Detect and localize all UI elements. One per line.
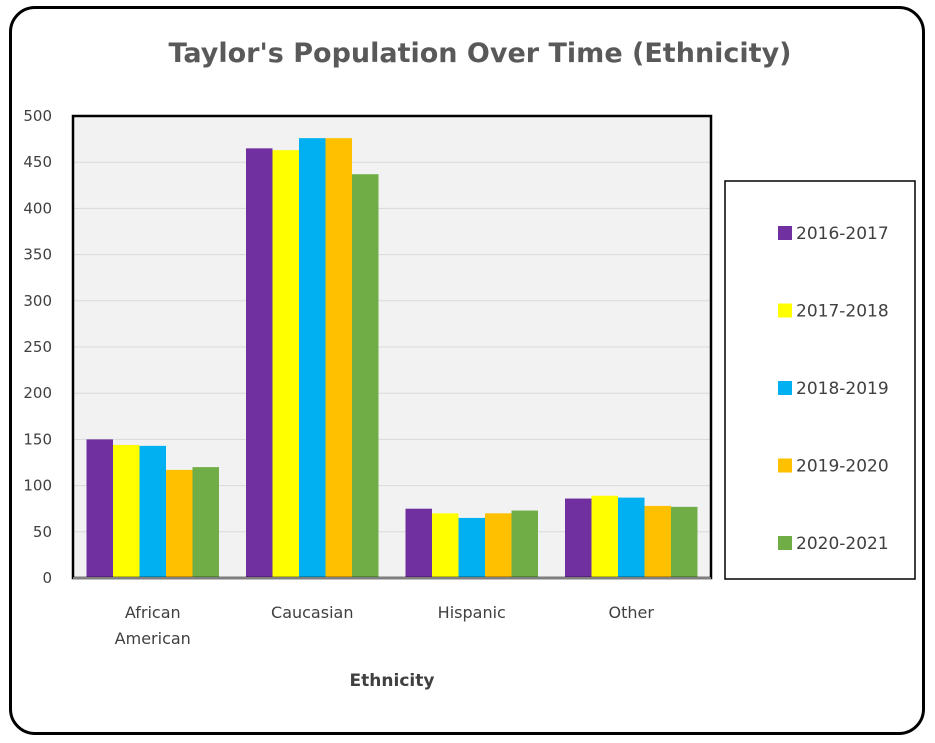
legend-swatch: [778, 303, 792, 318]
bar-2019-2020-african-american: [166, 469, 193, 578]
legend-swatch: [778, 381, 792, 395]
legend-label: 2019-2020: [796, 457, 889, 477]
y-tick-label: 200: [23, 384, 52, 402]
plot-area: [71, 114, 713, 580]
bar-2020-2021-caucasian: [352, 174, 379, 578]
bar-2017-2018-hispanic: [432, 513, 459, 578]
bar-2016-2017-african-american: [86, 439, 113, 578]
bar-2019-2020-caucasian: [325, 138, 352, 578]
legend: 2016-2017 2017-2018 2018-2019 2019-2020 2020…: [724, 180, 916, 580]
x-category-label: Other: [609, 603, 655, 622]
legend-swatch: [778, 536, 792, 550]
bar-2020-2021-african-american: [192, 467, 219, 578]
bar-2018-2019-other: [618, 497, 645, 578]
legend-swatch: [778, 458, 792, 473]
y-tick-label: 450: [23, 153, 52, 171]
bar-2019-2020-other: [644, 505, 671, 578]
y-tick-label: 150: [23, 430, 52, 448]
bar-2020-2021-other: [671, 506, 698, 578]
x-category-label: American: [115, 629, 191, 648]
y-axis-ticks: 0 50 100 150 200 250 300 350 400 450 500: [23, 107, 52, 587]
bar-2017-2018-caucasian: [272, 150, 299, 579]
bar-2017-2018-african-american: [113, 444, 140, 578]
legend-label: 2017-2018: [796, 302, 889, 322]
legend-label: 2016-2017: [796, 224, 889, 244]
bar-2016-2017-caucasian: [246, 148, 273, 578]
bar-2017-2018-other: [591, 495, 618, 578]
legend-swatch: [778, 226, 792, 240]
bar-2020-2021-hispanic: [511, 510, 538, 578]
bar-2016-2017-hispanic: [405, 508, 432, 578]
x-category-label: Caucasian: [271, 603, 353, 622]
x-axis-categories: African American Caucasian Hispanic Other: [115, 603, 655, 648]
bar-2018-2019-caucasian: [299, 138, 326, 578]
y-tick-label: 0: [42, 569, 52, 587]
bar-2018-2019-hispanic: [458, 517, 485, 578]
y-tick-label: 400: [23, 199, 52, 217]
legend-box: [724, 180, 916, 580]
x-category-label: Hispanic: [438, 603, 506, 622]
y-tick-label: 500: [23, 107, 52, 125]
bar-2019-2020-hispanic: [485, 513, 512, 578]
x-axis-label: Ethnicity: [350, 671, 435, 691]
bar-2018-2019-african-american: [139, 445, 166, 578]
y-tick-label: 100: [23, 477, 52, 495]
y-tick-label: 250: [23, 338, 52, 356]
legend-label: 2020-2021: [796, 534, 889, 554]
y-tick-label: 300: [23, 292, 52, 310]
chart-title: Taylor's Population Over Time (Ethnicity…: [168, 38, 791, 69]
legend-label: 2018-2019: [796, 379, 889, 399]
bar-2016-2017-other: [565, 498, 592, 578]
y-tick-label: 50: [33, 523, 52, 541]
x-category-label: African: [125, 603, 181, 622]
y-tick-label: 350: [23, 246, 52, 264]
